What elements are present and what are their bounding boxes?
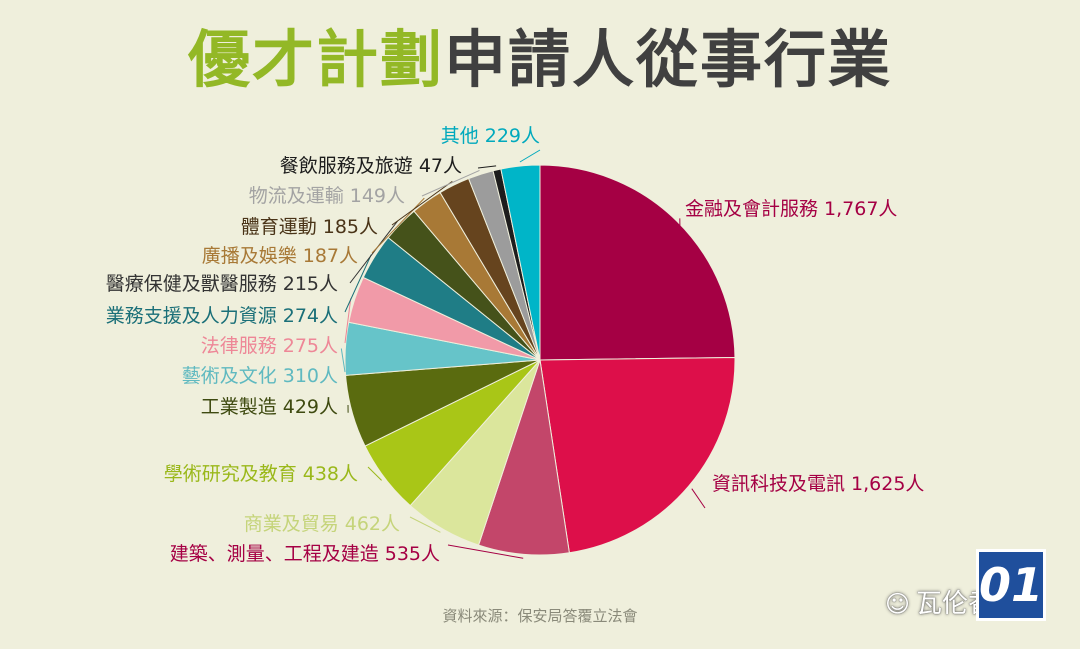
slice-label: 學術研究及教育 438人 <box>164 463 358 485</box>
logo: 01 <box>976 549 1046 621</box>
chart-title: 優才計劃申請人從事行業 <box>0 22 1080 98</box>
slice-label: 資訊科技及電訊 1,625人 <box>712 473 924 495</box>
pie-slice <box>539 356 736 554</box>
leader-line <box>421 169 480 197</box>
source-note: 資料來源：保安局答覆立法會 <box>442 607 638 625</box>
pie-slice <box>500 164 541 361</box>
slice-label: 廣播及娛樂 187人 <box>202 245 358 267</box>
leader-line <box>349 220 398 284</box>
leader-line <box>447 544 524 559</box>
leader-line <box>344 298 352 344</box>
leader-line <box>477 165 497 169</box>
leader-line <box>409 516 441 533</box>
slice-label: 餐飲服務及旅遊 47人 <box>280 155 462 177</box>
leader-line <box>340 348 346 373</box>
slice-label: 其他 229人 <box>441 125 540 147</box>
slice-label: 業務支援及人力資源 274人 <box>106 305 338 327</box>
slice-label: 法律服務 275人 <box>201 335 338 357</box>
slice-label: 藝術及文化 310人 <box>182 365 338 387</box>
slice-label: 醫療保健及獸醫服務 215人 <box>106 273 338 295</box>
slice-label: 商業及貿易 462人 <box>244 513 400 535</box>
pie-slice <box>539 164 736 361</box>
title-part2: 申請人從事行業 <box>444 23 893 96</box>
leader-line <box>691 488 706 509</box>
slice-label: 物流及運輸 149人 <box>249 185 405 207</box>
leader-line <box>344 254 372 313</box>
slice-label: 工業製造 429人 <box>201 396 338 418</box>
wechat-icon: ☺ <box>885 590 911 618</box>
slice-label: 體育運動 185人 <box>241 216 378 238</box>
leader-line <box>371 197 425 254</box>
title-part1: 優才計劃 <box>187 23 444 96</box>
leader-line <box>367 466 382 481</box>
slice-label: 金融及會計服務 1,767人 <box>685 198 897 220</box>
slice-label: 建築、測量、工程及建造 535人 <box>170 543 440 565</box>
leader-line <box>391 180 453 226</box>
leader-line <box>519 149 541 163</box>
